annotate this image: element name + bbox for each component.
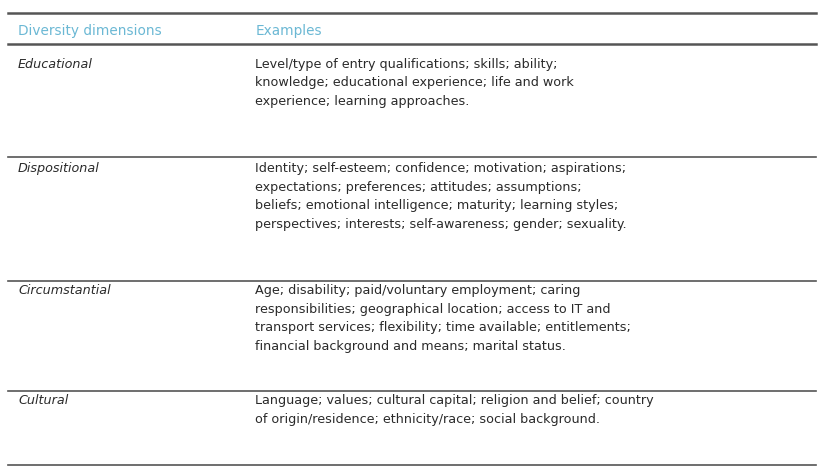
Text: Circumstantial: Circumstantial [18, 284, 110, 297]
Text: Diversity dimensions: Diversity dimensions [18, 24, 162, 38]
Text: Dispositional: Dispositional [18, 162, 100, 175]
Text: Level/type of entry qualifications; skills; ability;
knowledge; educational expe: Level/type of entry qualifications; skil… [255, 58, 574, 108]
Text: Language; values; cultural capital; religion and belief; country
of origin/resid: Language; values; cultural capital; reli… [255, 394, 654, 426]
Text: Educational: Educational [18, 58, 93, 71]
Text: Cultural: Cultural [18, 394, 68, 407]
Text: Age; disability; paid/voluntary employment; caring
responsibilities; geographica: Age; disability; paid/voluntary employme… [255, 284, 631, 353]
Text: Examples: Examples [255, 24, 322, 38]
Text: Identity; self-esteem; confidence; motivation; aspirations;
expectations; prefer: Identity; self-esteem; confidence; motiv… [255, 162, 627, 231]
